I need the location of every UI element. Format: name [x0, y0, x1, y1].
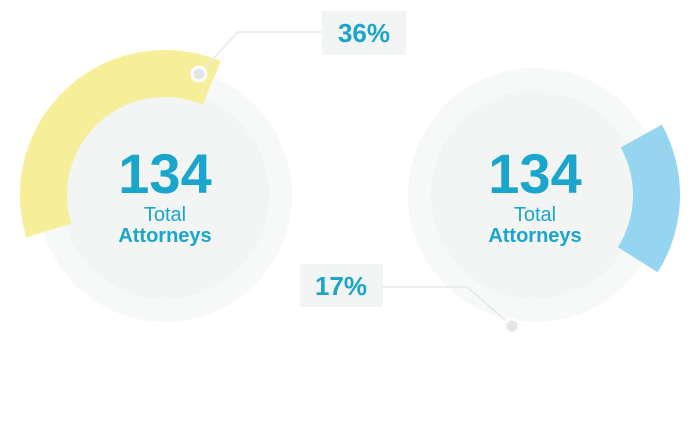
right-callout-dot	[503, 317, 521, 335]
right-donut-chart: 17% 134 Total Attorneys	[300, 68, 681, 335]
left-callout-percent: 36%	[338, 18, 390, 48]
right-chart-segment-17	[617, 124, 681, 273]
right-callout-box	[300, 264, 383, 307]
left-center-value: 134	[118, 142, 211, 205]
left-donut-chart: 36% 134 Total Attorneys	[20, 11, 406, 322]
right-chart-inner-disc	[431, 91, 639, 299]
left-callout-leader-line	[198, 31, 239, 75]
right-callout-leader-line	[466, 286, 513, 327]
left-callout-box	[322, 11, 406, 55]
left-chart-segment-36	[20, 49, 221, 238]
left-center-label-attorneys: Attorneys	[118, 225, 211, 247]
left-chart-inner-disc	[61, 91, 269, 299]
right-center-label-total: Total	[514, 204, 556, 226]
right-center-value: 134	[488, 142, 581, 205]
right-callout-percent: 17%	[315, 271, 367, 301]
left-callout-dot	[190, 65, 208, 83]
right-center-label-attorneys: Attorneys	[488, 225, 581, 247]
left-center-label-total: Total	[144, 204, 186, 226]
